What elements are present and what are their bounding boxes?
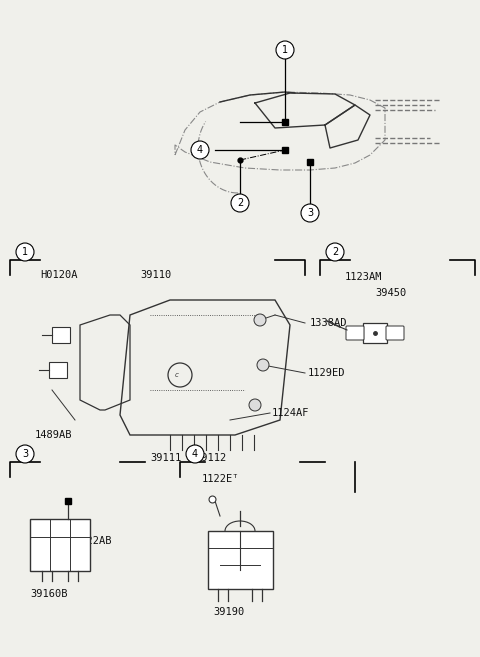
Circle shape	[276, 41, 294, 59]
Text: 39110: 39110	[140, 270, 171, 280]
Bar	[52, 327, 70, 343]
Text: c: c	[175, 372, 179, 378]
Text: 1489AB: 1489AB	[35, 430, 72, 440]
Circle shape	[231, 194, 249, 212]
Text: 39111: 39111	[150, 453, 181, 463]
FancyBboxPatch shape	[346, 326, 364, 340]
Circle shape	[191, 141, 209, 159]
Text: 1123AM: 1123AM	[345, 272, 383, 282]
Circle shape	[254, 314, 266, 326]
FancyBboxPatch shape	[386, 326, 404, 340]
Text: 39160B: 39160B	[30, 589, 68, 599]
Bar	[49, 362, 67, 378]
Text: 4: 4	[192, 449, 198, 459]
Text: 1: 1	[22, 247, 28, 257]
Circle shape	[249, 399, 261, 411]
Bar	[363, 323, 387, 343]
Text: 39112: 39112	[195, 453, 226, 463]
Text: 4: 4	[197, 145, 203, 155]
Text: 1124AF: 1124AF	[272, 408, 310, 418]
Text: 3: 3	[22, 449, 28, 459]
Text: 39450: 39450	[375, 288, 406, 298]
Circle shape	[16, 445, 34, 463]
Text: 39190: 39190	[213, 607, 244, 617]
Circle shape	[257, 359, 269, 371]
Bar	[30, 519, 90, 571]
Text: 1129ED: 1129ED	[308, 368, 346, 378]
Text: 1: 1	[282, 45, 288, 55]
Text: 1338AD: 1338AD	[310, 318, 348, 328]
Text: 2: 2	[332, 247, 338, 257]
Text: H0120A: H0120A	[40, 270, 77, 280]
Circle shape	[16, 243, 34, 261]
Bar	[208, 531, 273, 589]
Circle shape	[301, 204, 319, 222]
Text: 1122Eᵀ: 1122Eᵀ	[202, 474, 240, 484]
Text: 1122AB: 1122AB	[75, 536, 112, 546]
Circle shape	[186, 445, 204, 463]
Text: 2: 2	[237, 198, 243, 208]
Text: 3: 3	[307, 208, 313, 218]
Circle shape	[326, 243, 344, 261]
